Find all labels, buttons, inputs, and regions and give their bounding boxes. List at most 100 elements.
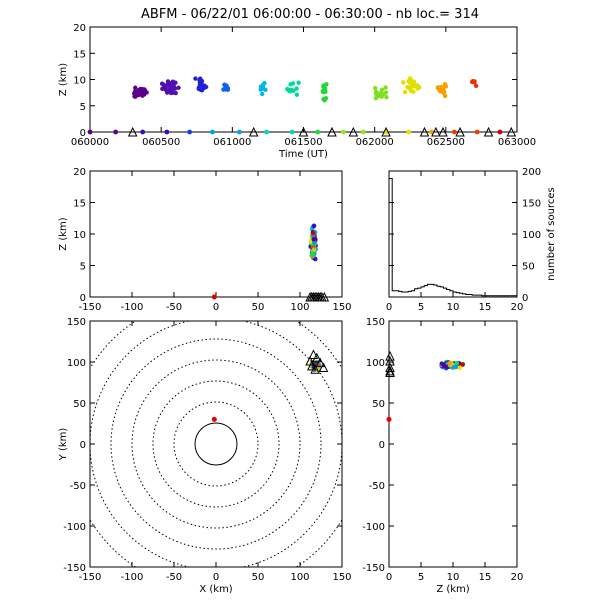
y-tick-label: 200 xyxy=(522,167,541,178)
x-height-point xyxy=(311,236,317,242)
ground-point xyxy=(187,129,193,135)
ground-point xyxy=(264,129,269,135)
x-tick-label: 061500 xyxy=(284,137,322,148)
origin-point xyxy=(211,416,217,422)
time-height-point xyxy=(176,85,181,90)
x-tick-label: 10 xyxy=(447,302,460,313)
y-tick-label: 5 xyxy=(80,262,86,273)
station-triangle xyxy=(248,126,259,137)
station-triangle xyxy=(385,350,395,361)
time-height-point xyxy=(164,90,170,95)
figure-title: ABFM - 06/22/01 06:00:00 - 06:30:00 - nb… xyxy=(141,7,479,22)
time-height-point xyxy=(442,93,448,99)
x-tick-label: 20 xyxy=(511,302,524,313)
station-triangle xyxy=(319,291,330,302)
time-height-point xyxy=(473,83,479,89)
y-tick-label: 0 xyxy=(80,128,86,139)
x-tick-label: 50 xyxy=(252,572,265,583)
y-tick-label: -50 xyxy=(70,481,86,492)
y-tick-label: 150 xyxy=(366,317,385,328)
time-height-point xyxy=(133,85,138,90)
time-height-point xyxy=(163,86,168,92)
time-height-point xyxy=(199,78,205,84)
x-tick-label: 10 xyxy=(447,572,460,583)
x-tick-label: 15 xyxy=(479,302,492,313)
time-height-point xyxy=(141,88,146,93)
y-tick-label: -50 xyxy=(369,481,385,492)
time-height-point xyxy=(294,86,299,91)
height-y-point xyxy=(460,362,465,367)
time-height-point xyxy=(323,89,328,94)
time-height-point xyxy=(323,96,329,101)
ground-point xyxy=(340,129,346,135)
time-height-point xyxy=(199,88,205,93)
time-height-point xyxy=(383,85,388,90)
x-tick-label: 100 xyxy=(290,572,309,583)
x-tick-label: 150 xyxy=(332,302,351,313)
x-tick-label: -50 xyxy=(166,302,182,313)
station-triangle xyxy=(506,126,517,137)
y-tick-label: 10 xyxy=(73,76,86,87)
time-height-point xyxy=(415,86,420,91)
y-tick-label: 150 xyxy=(522,199,541,210)
height-histogram-frame xyxy=(388,170,518,298)
time-height-point xyxy=(410,82,416,87)
station-triangle xyxy=(298,126,309,137)
x-height-frame xyxy=(89,170,343,298)
station-triangle xyxy=(308,349,319,359)
y-tick-label: 15 xyxy=(73,199,86,210)
ground-point xyxy=(237,129,242,135)
y-tick-label: 150 xyxy=(67,317,86,328)
height-y-point xyxy=(457,365,463,370)
ground-point xyxy=(210,129,215,135)
x-tick-label: 062000 xyxy=(356,137,394,148)
y-tick-label: 100 xyxy=(67,358,86,369)
x-tick-label: -150 xyxy=(79,302,102,313)
x-tick-label: 100 xyxy=(290,302,309,313)
y-tick-label: -100 xyxy=(362,522,385,533)
time-height-point xyxy=(294,92,300,97)
station-triangle xyxy=(455,126,465,137)
station-triangle xyxy=(318,362,329,373)
station-triangle xyxy=(438,126,448,137)
time-height-point xyxy=(321,83,326,88)
ground-point xyxy=(113,129,119,135)
range-ring xyxy=(194,422,238,466)
time-height-point xyxy=(159,81,165,86)
time-height-point xyxy=(286,88,292,93)
x-axis-label: X (km) xyxy=(199,584,232,595)
range-ring xyxy=(90,321,342,567)
y-tick-label: 0 xyxy=(80,293,86,304)
ground-point xyxy=(87,129,93,135)
time-height-point xyxy=(384,94,389,100)
time-height-point xyxy=(290,81,296,86)
x-axis-label: Z (km) xyxy=(436,584,469,595)
y-tick-label: -150 xyxy=(362,563,385,574)
x-tick-label: 150 xyxy=(332,572,351,583)
ground-point xyxy=(474,129,480,135)
time-height-point xyxy=(170,79,176,84)
height-y-point xyxy=(453,364,458,370)
time-height-point xyxy=(296,80,301,85)
x-height-point xyxy=(310,251,316,257)
station-triangle xyxy=(306,360,317,371)
x-tick-label: -50 xyxy=(166,572,182,583)
time-height-point xyxy=(443,84,449,89)
station-triangle xyxy=(419,126,430,137)
x-height-point xyxy=(311,247,317,253)
time-height-point xyxy=(379,90,384,96)
range-ring xyxy=(152,380,280,508)
ground-point xyxy=(497,129,503,135)
origin-point xyxy=(386,416,392,422)
x-tick-label: 5 xyxy=(418,572,424,583)
time-height-point xyxy=(402,89,408,95)
y-tick-label: 20 xyxy=(73,23,86,34)
station-triangle xyxy=(385,362,395,373)
x-tick-label: 060000 xyxy=(71,137,109,148)
station-triangle xyxy=(381,126,391,137)
y-axis-label: Y (km) xyxy=(58,428,69,462)
x-tick-label: 0 xyxy=(213,572,219,583)
x-tick-label: 0 xyxy=(213,302,219,313)
station-triangle xyxy=(483,126,494,137)
